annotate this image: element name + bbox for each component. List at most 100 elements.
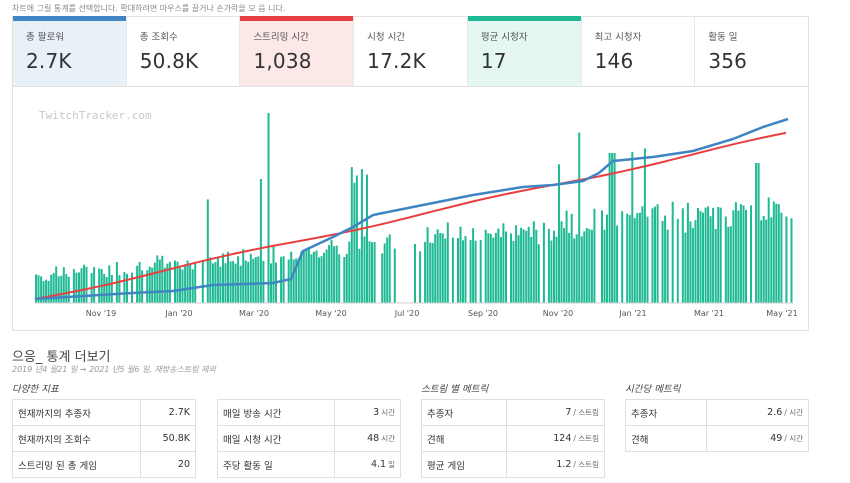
stream-bar	[719, 207, 722, 303]
stream-bar	[558, 164, 560, 303]
card-accent-bar	[13, 16, 126, 21]
stream-bar	[232, 261, 235, 303]
stream-bar	[131, 272, 133, 303]
stream-bar	[553, 230, 555, 303]
stream-bar	[517, 235, 520, 303]
stream-bar	[343, 257, 346, 303]
card-views[interactable]: 총 조회수 50.8K	[126, 17, 241, 86]
stream-bar	[242, 249, 245, 303]
stream-bar	[512, 241, 515, 303]
stream-bar	[666, 229, 669, 303]
x-axis-label: Jan '20	[164, 309, 192, 318]
card-value: 17	[480, 49, 507, 73]
card-label: 총 팔로워	[26, 32, 64, 43]
stream-bar	[765, 219, 768, 303]
stream-bar	[345, 253, 348, 303]
card-accent-bar	[240, 16, 354, 21]
card-avg-viewers[interactable]: 평균 시청자 17	[467, 16, 582, 86]
stream-bar	[320, 256, 323, 303]
stream-bar	[363, 236, 366, 303]
stream-bar	[330, 239, 333, 303]
metric-value-cell: 4.1 일	[334, 451, 401, 478]
table-row: 현재까지의 추종자 2.7K	[11, 399, 196, 426]
stream-bar	[166, 263, 169, 303]
stream-bar	[712, 207, 715, 303]
stream-bar	[429, 242, 432, 303]
x-axis-label: Sep '20	[468, 309, 498, 318]
stream-bar	[626, 213, 629, 303]
stream-bar	[684, 232, 687, 303]
card-active-days[interactable]: 활동 일 356	[695, 17, 809, 86]
stream-bar	[590, 229, 593, 303]
stream-bar	[78, 272, 80, 303]
stream-bar	[790, 218, 793, 303]
card-peak-viewers[interactable]: 최고 시청자 146	[581, 17, 696, 86]
x-axis-labels: Nov '19 Jan '20 Mar '20 May '20 Jul '20 Sep '…	[86, 309, 798, 318]
metric-label: 추종자	[624, 399, 708, 426]
card-stream-hours[interactable]: 스트리밍 시간 1,038	[240, 16, 355, 86]
stream-bar	[388, 234, 391, 303]
stream-bar	[510, 233, 512, 303]
stream-bar	[601, 210, 603, 303]
stream-bar	[593, 208, 596, 303]
metric-unit: / 스트림	[573, 408, 599, 417]
stream-bar	[694, 220, 697, 303]
stream-bar	[727, 226, 730, 303]
stream-bar	[451, 237, 454, 303]
stream-bar	[151, 267, 154, 303]
stream-bar	[699, 210, 702, 303]
chart-watermark: TwitchTracker.com	[39, 109, 152, 122]
stream-bar	[158, 259, 161, 303]
card-followers[interactable]: 총 팔로워 2.7K	[13, 16, 127, 86]
metric-value: 48	[367, 433, 380, 444]
chart-svg[interactable]: TwitchTracker.com Nov '19 Jan '20 Mar '20 M…	[13, 87, 810, 331]
metric-value: 49	[770, 433, 783, 444]
stream-bar	[75, 272, 78, 303]
stream-bar	[47, 280, 50, 303]
stream-bar	[249, 253, 252, 303]
stream-bar	[83, 264, 85, 303]
metric-label: 주당 활동 일	[216, 451, 336, 478]
section-per-hour-title: 시간당 메트릭	[625, 384, 681, 395]
stream-bar	[444, 238, 447, 303]
stream-bar	[515, 225, 518, 303]
card-watch-hours[interactable]: 시청 시간 17.2K	[354, 17, 468, 86]
stream-bar	[484, 229, 487, 303]
metric-value-cell: 48 시간	[334, 425, 401, 452]
card-label: 총 조회수	[139, 32, 178, 43]
stream-bar	[141, 270, 144, 303]
stream-bar	[211, 263, 214, 303]
stream-bar	[499, 237, 502, 303]
stream-bar	[469, 240, 472, 303]
stream-bar	[535, 229, 538, 303]
stream-bar	[537, 244, 540, 303]
stream-bar	[118, 275, 121, 303]
metric-value: 4.1	[370, 459, 387, 470]
stream-bar	[40, 276, 43, 303]
stream-bar	[45, 279, 48, 303]
stream-bar	[628, 215, 631, 303]
stream-bar	[492, 237, 495, 303]
stream-bar	[707, 206, 710, 303]
stream-bar	[431, 242, 434, 303]
stream-bar	[638, 212, 641, 303]
stream-bar	[138, 262, 141, 303]
stream-bar	[714, 229, 717, 303]
stream-bar	[661, 221, 664, 303]
stream-bar	[767, 197, 770, 303]
stream-bar	[616, 225, 619, 303]
stream-bar	[750, 205, 752, 303]
stream-bar	[419, 251, 422, 303]
metric-unit: / 스트림	[573, 434, 599, 443]
metric-value: 2.6	[767, 407, 783, 418]
stream-bar	[464, 235, 467, 303]
stats-chart[interactable]: TwitchTracker.com Nov '19 Jan '20 Mar '20 M…	[12, 87, 809, 331]
stream-bar	[762, 216, 765, 303]
stream-bar	[646, 216, 649, 303]
followers-series-line	[34, 117, 789, 301]
stream-bar	[237, 256, 240, 303]
stream-bar	[353, 182, 356, 303]
metric-label: 견해	[421, 425, 507, 452]
stream-bar	[717, 207, 720, 303]
x-axis-label: Nov '20	[543, 309, 574, 318]
